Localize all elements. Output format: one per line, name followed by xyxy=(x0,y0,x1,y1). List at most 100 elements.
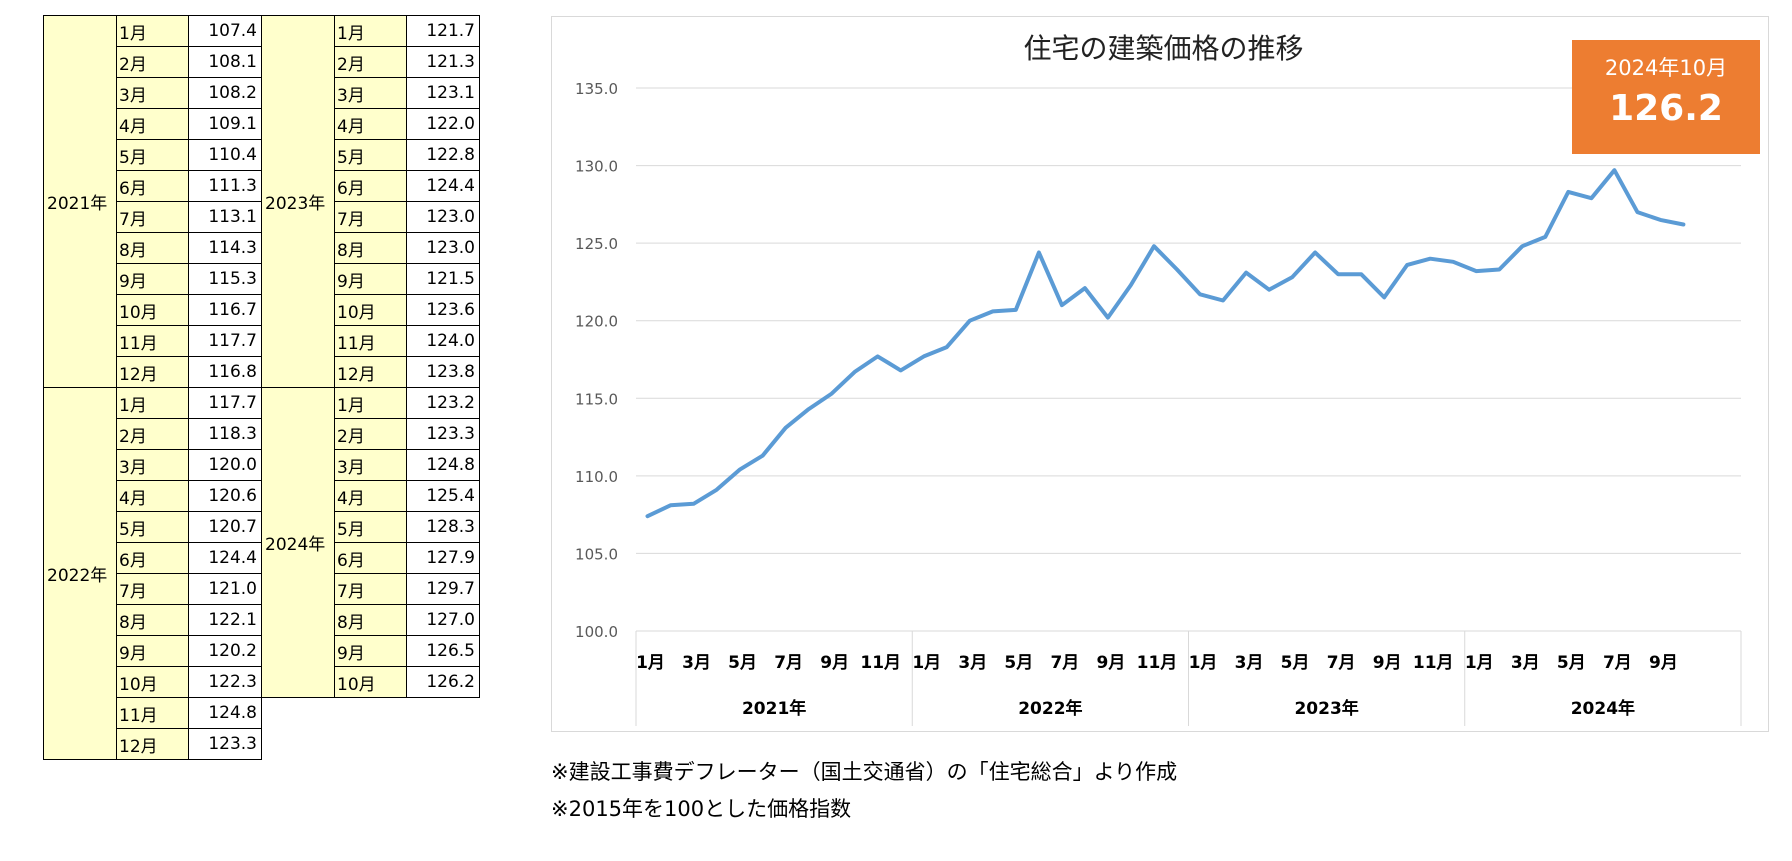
value-cell: 127.9 xyxy=(406,542,480,574)
value-cell: 124.4 xyxy=(406,170,480,202)
value-cell: 123.0 xyxy=(406,201,480,233)
callout-value: 126.2 xyxy=(1609,88,1723,129)
x-month-label: 5月 xyxy=(1004,653,1033,673)
table-row: 12月 116.8 xyxy=(44,356,262,388)
month-cell: 3月 xyxy=(334,77,407,109)
value-cell: 123.3 xyxy=(188,728,262,760)
month-cell: 5月 xyxy=(116,511,189,543)
y-tick-label: 130.0 xyxy=(575,158,618,176)
x-month-label: 9月 xyxy=(1097,653,1126,673)
value-cell: 123.1 xyxy=(406,77,480,109)
value-cell: 110.4 xyxy=(188,139,262,171)
table-row: 6月 124.4 xyxy=(262,170,480,202)
month-cell: 11月 xyxy=(116,325,189,357)
value-cell: 124.8 xyxy=(406,449,480,481)
month-cell: 3月 xyxy=(116,449,189,481)
value-cell: 128.3 xyxy=(406,511,480,543)
line-chart: 住宅の建築価格の推移 100.0 105.0 110.0 115.0 120.0 125.0… xyxy=(575,32,1742,726)
month-cell: 2月 xyxy=(116,418,189,450)
series-line xyxy=(645,168,1686,519)
month-cell: 9月 xyxy=(334,635,407,667)
y-tick-label: 120.0 xyxy=(575,313,618,331)
value-cell: 123.3 xyxy=(406,418,480,450)
value-cell: 124.0 xyxy=(406,325,480,357)
value-cell: 115.3 xyxy=(188,263,262,295)
x-month-label: 11月 xyxy=(1137,653,1178,673)
month-cell: 1月 xyxy=(334,387,407,419)
y-tick-label: 135.0 xyxy=(575,80,618,98)
value-cell: 122.1 xyxy=(188,604,262,636)
table-row: 2月 121.3 xyxy=(262,46,480,78)
x-month-label: 3月 xyxy=(682,653,711,673)
table-row: 2023年 1月 121.7 xyxy=(261,15,480,388)
month-cell: 6月 xyxy=(334,170,407,202)
month-cell: 4月 xyxy=(334,108,407,140)
month-cell: 9月 xyxy=(116,635,189,667)
table-row: 5月 110.4 xyxy=(44,139,262,171)
table-row: 6月 124.4 xyxy=(44,542,262,574)
x-month-label: 7月 xyxy=(1327,653,1356,673)
month-cell: 7月 xyxy=(334,201,407,233)
table-row: 4月 122.0 xyxy=(262,108,480,140)
table-row: 8月 123.0 xyxy=(262,232,480,264)
value-cell: 122.8 xyxy=(406,139,480,171)
value-cell: 121.3 xyxy=(406,46,480,78)
callout-label: 2024年10月 xyxy=(1604,56,1728,80)
year-cell: 2022年 xyxy=(43,387,117,760)
y-tick-label: 105.0 xyxy=(575,545,618,563)
month-cell: 10月 xyxy=(116,294,189,326)
table-row: 2022年 1月 117.7 xyxy=(43,387,262,760)
x-month-label: 1月 xyxy=(1189,653,1218,673)
year-cell: 2024年 xyxy=(261,387,335,698)
x-year-label: 2022年 xyxy=(1018,698,1082,719)
value-cell: 122.0 xyxy=(406,108,480,140)
month-cell: 12月 xyxy=(116,356,189,388)
table-row: 11月 124.0 xyxy=(262,325,480,357)
table-row: 4月 109.1 xyxy=(44,108,262,140)
table-row: 2月 123.3 xyxy=(262,418,480,450)
latest-value-callout: 2024年10月 126.2 xyxy=(1572,40,1760,154)
value-cell: 126.2 xyxy=(406,666,480,698)
month-cell: 4月 xyxy=(334,480,407,512)
value-cell: 121.7 xyxy=(406,15,480,47)
month-cell: 2月 xyxy=(334,418,407,450)
x-month-label: 3月 xyxy=(958,653,987,673)
table-row: 10月 126.2 xyxy=(262,666,480,698)
value-cell: 123.8 xyxy=(406,356,480,388)
y-tick-label: 110.0 xyxy=(575,468,618,486)
value-cell: 127.0 xyxy=(406,604,480,636)
value-cell: 126.5 xyxy=(406,635,480,667)
month-cell: 3月 xyxy=(334,449,407,481)
x-month-label: 3月 xyxy=(1235,653,1264,673)
table-row: 2021年 1月 107.4 xyxy=(43,15,262,388)
value-cell: 123.6 xyxy=(406,294,480,326)
value-cell: 124.8 xyxy=(188,697,262,729)
month-cell: 6月 xyxy=(116,542,189,574)
month-cell: 8月 xyxy=(334,232,407,264)
value-cell: 121.0 xyxy=(188,573,262,605)
x-month-label: 9月 xyxy=(1649,653,1678,673)
month-cell: 2月 xyxy=(334,46,407,78)
month-cell: 2月 xyxy=(116,46,189,78)
value-cell: 113.1 xyxy=(188,201,262,233)
data-table-2021-2022: 2021年 1月 107.4 2月 108.1 3月 108.2 4月 109.1 5月 110.4… xyxy=(43,15,262,760)
month-cell: 3月 xyxy=(116,77,189,109)
month-cell: 5月 xyxy=(116,139,189,171)
value-cell: 114.3 xyxy=(188,232,262,264)
value-cell: 109.1 xyxy=(188,108,262,140)
table-row: 9月 126.5 xyxy=(262,635,480,667)
data-table-2023-2024: 2023年 1月 121.7 2月 121.3 3月 123.1 4月 122.0 5月 122.8… xyxy=(261,15,480,698)
x-month-label: 1月 xyxy=(1465,653,1494,673)
table-row: 6月 111.3 xyxy=(44,170,262,202)
table-row: 8月 127.0 xyxy=(262,604,480,636)
value-cell: 120.6 xyxy=(188,480,262,512)
table-row: 3月 120.0 xyxy=(44,449,262,481)
x-month-label: 1月 xyxy=(912,653,941,673)
value-cell: 123.0 xyxy=(406,232,480,264)
table-row: 3月 123.1 xyxy=(262,77,480,109)
value-cell: 108.1 xyxy=(188,46,262,78)
value-cell: 120.0 xyxy=(188,449,262,481)
x-month-label: 5月 xyxy=(1281,653,1310,673)
y-tick-label: 115.0 xyxy=(575,390,618,408)
x-month-label: 9月 xyxy=(820,653,849,673)
